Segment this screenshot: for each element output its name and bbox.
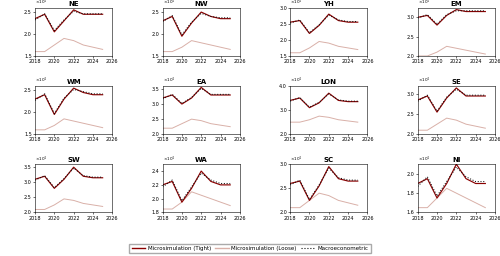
Title: SC: SC — [324, 157, 334, 163]
Title: EM: EM — [450, 1, 462, 7]
Text: $\times10^4$: $\times10^4$ — [162, 154, 175, 164]
Text: $\times10^4$: $\times10^4$ — [162, 0, 175, 7]
Text: $\times10^4$: $\times10^4$ — [35, 0, 48, 7]
Title: WA: WA — [195, 157, 207, 163]
Text: $\times10^4$: $\times10^4$ — [290, 76, 302, 86]
Text: $\times10^4$: $\times10^4$ — [418, 154, 430, 164]
Title: SE: SE — [452, 79, 461, 85]
Title: EA: EA — [196, 79, 206, 85]
Text: $\times10^4$: $\times10^4$ — [290, 154, 302, 164]
Text: $\times10^4$: $\times10^4$ — [35, 76, 48, 86]
Text: $\times10^4$: $\times10^4$ — [35, 154, 48, 164]
Title: NW: NW — [194, 1, 208, 7]
Text: $\times10^4$: $\times10^4$ — [418, 76, 430, 86]
Text: $\times10^4$: $\times10^4$ — [418, 0, 430, 7]
Text: $\times10^4$: $\times10^4$ — [290, 0, 302, 7]
Title: WM: WM — [66, 79, 81, 85]
Text: $\times10^4$: $\times10^4$ — [162, 76, 175, 86]
Title: YH: YH — [324, 1, 334, 7]
Title: NI: NI — [452, 157, 460, 163]
Title: SW: SW — [68, 157, 80, 163]
Title: LON: LON — [321, 79, 337, 85]
Legend: Microsimulation (Tight), Microsimulation (Loose), Macroeconometric: Microsimulation (Tight), Microsimulation… — [130, 244, 370, 253]
Title: NE: NE — [68, 1, 79, 7]
